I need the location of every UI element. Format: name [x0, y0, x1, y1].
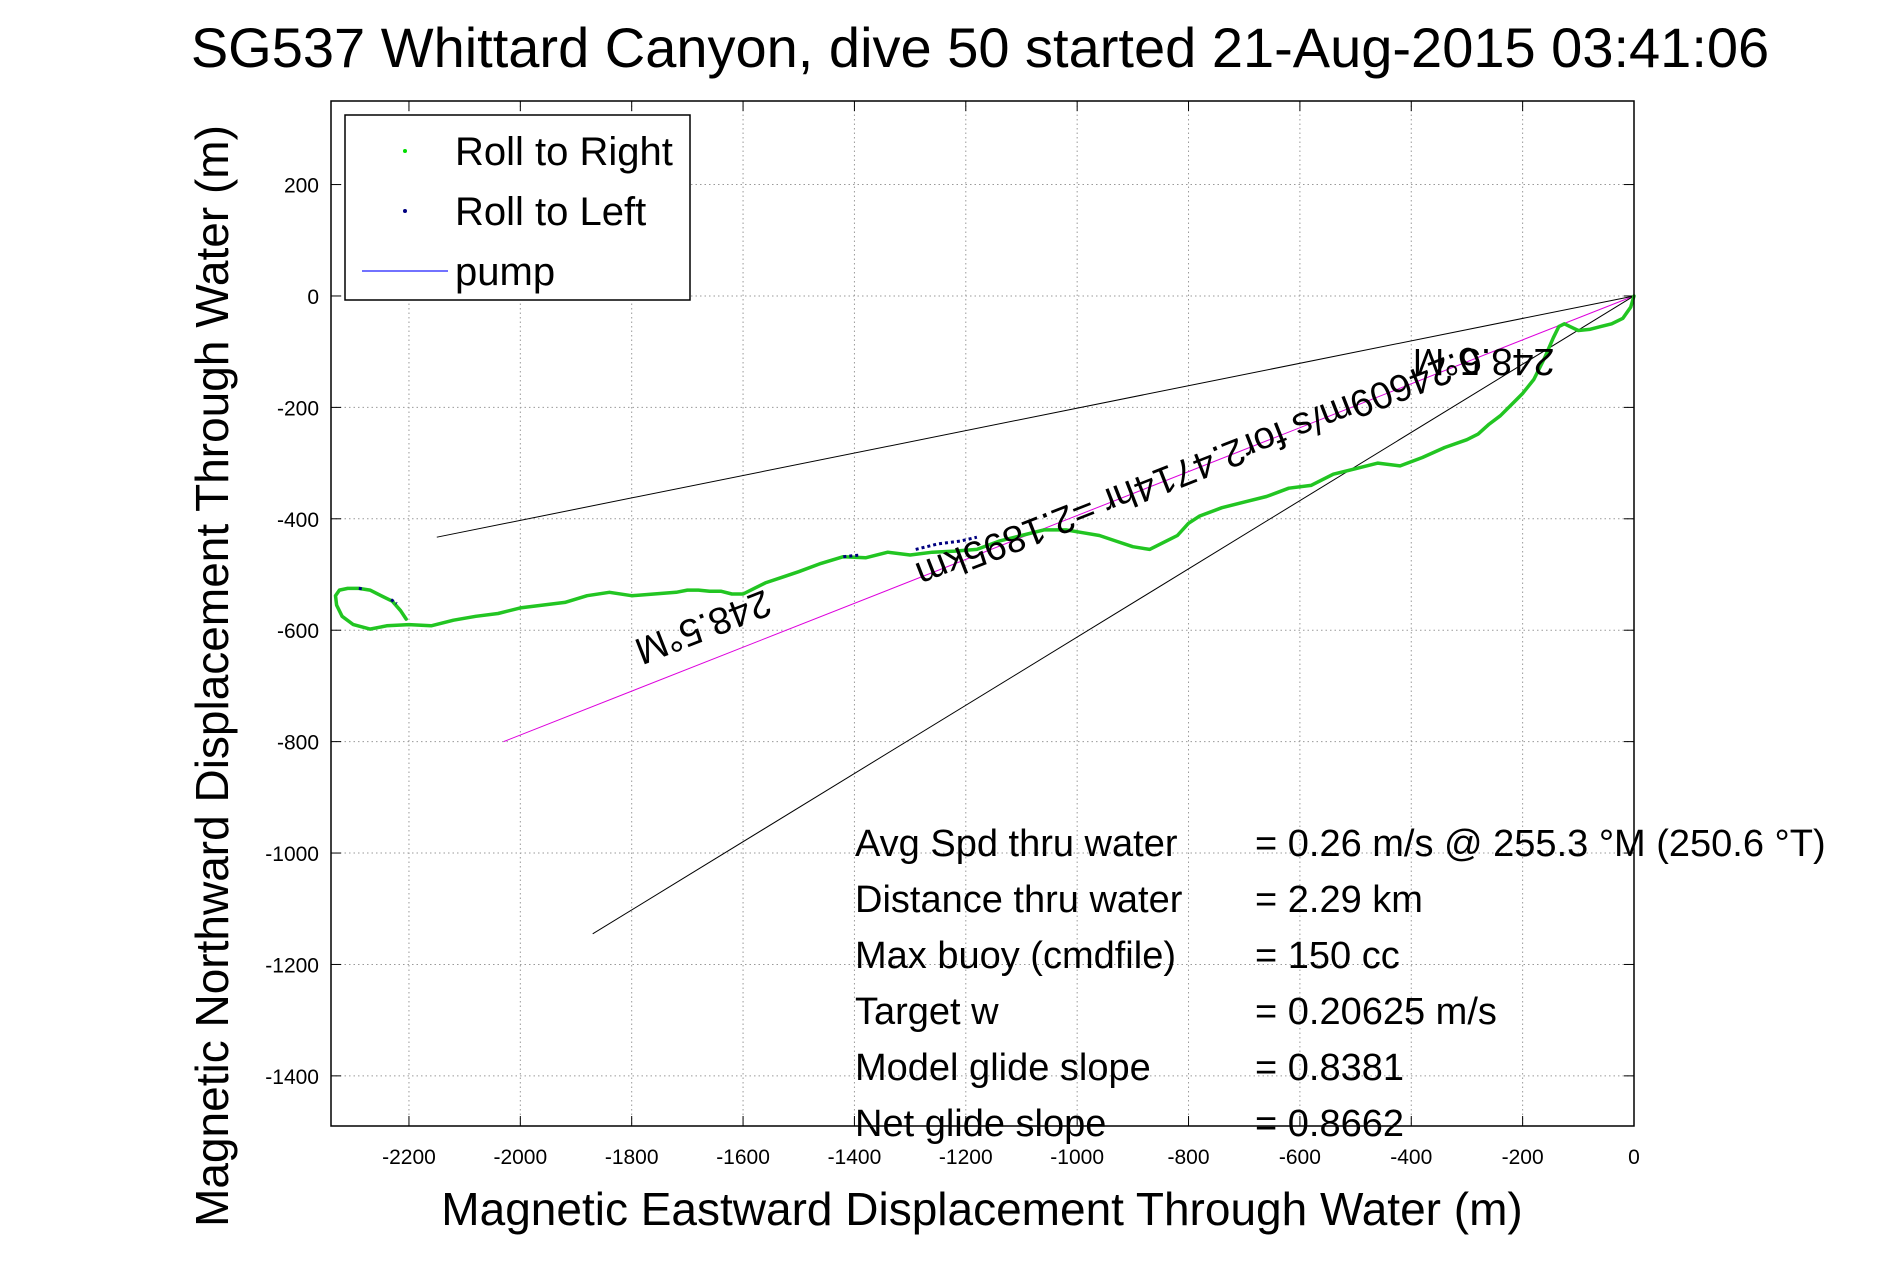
- x-tick-label: -200: [1502, 1146, 1544, 1169]
- info-block: Avg Spd thru water = 0.26 m/s @ 255.3 °M …: [855, 823, 1826, 1145]
- y-tick-label: 200: [284, 175, 319, 198]
- info-value: = 0.26 m/s @ 255.3 °M (250.6 °T): [1255, 823, 1826, 865]
- roll-left-segment: [358, 586, 365, 591]
- x-tick-label: -1200: [939, 1146, 993, 1169]
- axis-ticks: -2200 -2000 -1800 -1600 -1400 -1200 -1000 -800-…: [265, 101, 1640, 1169]
- roll-left-segment: [390, 598, 398, 605]
- reference-lines: [436, 295, 1635, 935]
- legend-marker-dot: [403, 209, 407, 213]
- legend-label: Roll to Left: [455, 190, 646, 234]
- info-value: = 2.29 km: [1255, 879, 1423, 921]
- info-value: = 0.8381: [1255, 1047, 1404, 1089]
- x-tick-label: -1400: [828, 1146, 882, 1169]
- y-tick-label: -400: [277, 509, 319, 532]
- info-value: = 0.8662: [1255, 1103, 1404, 1145]
- info-label: Net glide slope: [855, 1103, 1106, 1145]
- info-label: Distance thru water: [855, 879, 1183, 921]
- x-axis-label: Magnetic Eastward Displacement Through W…: [441, 1183, 1522, 1235]
- y-tick-label: -200: [277, 397, 319, 420]
- x-tick-label: -1600: [716, 1146, 770, 1169]
- info-label: Target w: [855, 991, 999, 1033]
- data-series: [333, 294, 1636, 631]
- y-tick-label: -600: [277, 620, 319, 643]
- x-tick-label: -2200: [382, 1146, 436, 1169]
- y-tick-label: 0: [307, 286, 319, 309]
- legend-box: [344, 114, 691, 301]
- y-tick-label: -1400: [265, 1066, 319, 1089]
- info-value: = 150 cc: [1255, 935, 1400, 977]
- bound-upper-line: [436, 295, 1635, 538]
- x-tick-label: -800: [1168, 1146, 1210, 1169]
- x-tick-label: -2000: [493, 1146, 547, 1169]
- legend-label: pump: [455, 250, 555, 294]
- chart-title: SG537 Whittard Canyon, dive 50 started 2…: [191, 16, 1769, 79]
- info-label: Avg Spd thru water: [855, 823, 1178, 865]
- y-axis-label: Magnetic Northward Displacement Through …: [186, 125, 238, 1227]
- x-tick-label: -400: [1390, 1146, 1432, 1169]
- heading-annotation: 248.5°M: [1413, 340, 1555, 382]
- legend-label: Roll to Right: [455, 130, 673, 174]
- y-tick-label: -1200: [265, 954, 319, 977]
- roll-left-segment: [843, 553, 861, 559]
- x-tick-label: 0: [1628, 1146, 1640, 1169]
- legend: Roll to Right Roll to Left pump: [344, 114, 691, 301]
- info-label: Model glide slope: [855, 1047, 1151, 1089]
- x-tick-label: -1000: [1050, 1146, 1104, 1169]
- legend-marker-dot: [403, 149, 407, 153]
- x-tick-label: -600: [1279, 1146, 1321, 1169]
- bound-lower-line: [592, 295, 1635, 935]
- info-value: = 0.20625 m/s: [1255, 991, 1497, 1033]
- y-tick-label: -800: [277, 732, 319, 755]
- info-label: Max buoy (cmdfile): [855, 935, 1176, 977]
- track-line: [333, 294, 1636, 631]
- y-tick-label: -1000: [265, 843, 319, 866]
- x-tick-label: -1800: [605, 1146, 659, 1169]
- axes-border: [330, 100, 1635, 1127]
- average-heading-line: [503, 295, 1635, 743]
